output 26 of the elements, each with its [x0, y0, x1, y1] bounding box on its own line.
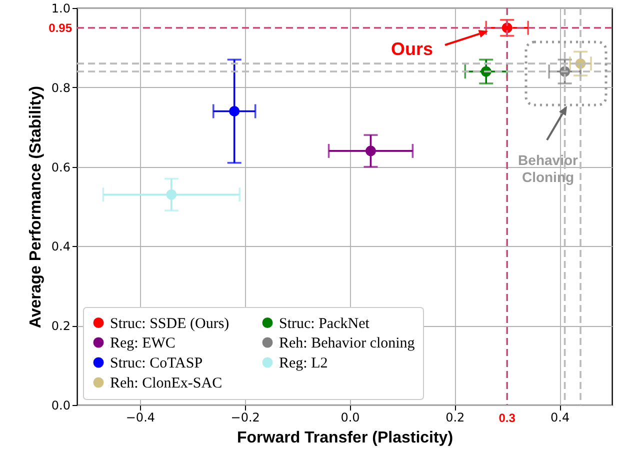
x-axis-title: Forward Transfer (Plasticity)	[236, 430, 454, 446]
y-tick-label: 1.0	[51, 2, 70, 16]
annotation: Ours	[390, 39, 434, 59]
point	[166, 189, 177, 200]
legend-label: Reg: L2	[279, 356, 328, 372]
legend-label: Struc: CoTASP	[110, 356, 203, 372]
x-tick-label: 0.2	[446, 410, 465, 424]
legend-label: Struc: SSDE (Ours)	[110, 316, 230, 332]
legend-label: Struc: PackNet	[279, 316, 370, 332]
point	[365, 146, 376, 156]
x-tick-label: −0.4	[126, 410, 156, 424]
y-axis-title: Average Performance (Stability)	[27, 86, 44, 328]
legend-label: Reh: Behavior cloning	[279, 336, 416, 352]
y-tick-label: 0.2	[51, 319, 70, 334]
ref-line-label: 0.3	[498, 411, 516, 425]
y-tick-label: 0.0	[51, 398, 70, 412]
point	[229, 106, 240, 116]
x-tick-label: 0.4	[550, 410, 570, 424]
y-tick-label: 0.4	[51, 240, 70, 254]
x-tick-label: −0.2	[230, 410, 260, 424]
legend-label: Reg: EWC	[110, 336, 176, 352]
legend-label: Reh: ClonEx-SAC	[110, 376, 222, 392]
y-tick-label: 0.6	[51, 160, 70, 174]
y-tick-label: 0.8	[51, 80, 70, 95]
x-tick-label: 0.0	[340, 410, 360, 424]
ref-line-label: 0.95	[48, 20, 72, 35]
